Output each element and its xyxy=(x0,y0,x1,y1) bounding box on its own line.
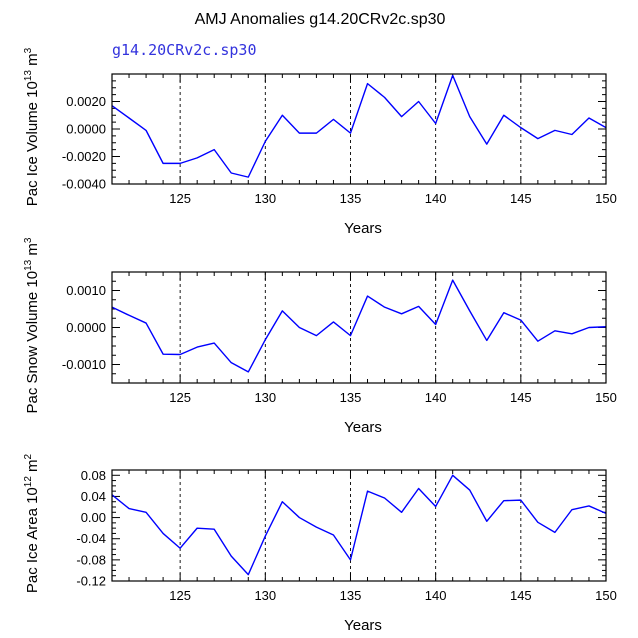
x-tick-label: 140 xyxy=(425,390,447,405)
chart-panel-3: 125 130 135 140 145 150 -0.12 -0.08 -0.04 0.00 0.0… xyxy=(23,453,617,634)
y-axis-title-text: Pac Snow Volume 10 xyxy=(24,271,41,414)
y-axis-title: Pac Ice Area 1012 m2 xyxy=(23,453,41,593)
figure-subtitle: g14.20CRv2c.sp30 xyxy=(112,41,257,59)
x-tick-label: 135 xyxy=(340,191,362,206)
x-tick-label: 130 xyxy=(254,588,276,603)
y-tick-label: 0.00 xyxy=(81,510,106,525)
y-tick-label: 0.0020 xyxy=(66,94,106,109)
y-axis-title-text: m xyxy=(24,243,41,260)
y-tick-label: 0.0000 xyxy=(66,122,106,137)
x-tick-label: 125 xyxy=(169,191,191,206)
chart-panel-2: 125 130 135 140 145 150 -0.0010 0.0000 0.0010 Yea… xyxy=(23,237,617,436)
y-axis-title-exponent: 13 xyxy=(23,70,34,82)
y-tick-label: -0.12 xyxy=(76,574,106,589)
y-tick-label: 0.08 xyxy=(81,468,106,483)
x-tick-label: 130 xyxy=(254,390,276,405)
y-axis-title-exponent: 3 xyxy=(23,237,34,243)
series-line xyxy=(111,74,607,178)
x-tick-label: 125 xyxy=(169,588,191,603)
x-tick-label: 140 xyxy=(425,588,447,603)
y-axis-title: Pac Snow Volume 1013 m3 xyxy=(23,237,41,413)
y-axis-title-text: m xyxy=(24,459,41,476)
x-tick-label: 150 xyxy=(595,191,617,206)
y-axis-title-exponent: 12 xyxy=(23,476,34,488)
figure-title: AMJ Anomalies g14.20CRv2c.sp30 xyxy=(195,11,446,28)
y-tick-label: 0.04 xyxy=(81,489,106,504)
x-tick-label: 145 xyxy=(510,191,532,206)
x-tick-label: 145 xyxy=(510,588,532,603)
x-tick-label: 125 xyxy=(169,390,191,405)
x-tick-label: 135 xyxy=(340,588,362,603)
plot-frame xyxy=(111,271,607,384)
y-tick-label: 0.0010 xyxy=(66,283,106,298)
x-axis-title: Years xyxy=(344,617,382,634)
y-axis-title-exponent: 13 xyxy=(23,259,34,271)
plot-frame xyxy=(111,469,607,582)
plot-frame xyxy=(111,73,607,185)
x-tick-label: 150 xyxy=(595,390,617,405)
y-axis-title-text: m xyxy=(24,53,41,70)
panels-group: 125 130 135 140 145 150 -0.0040 -0.0020 0.0000 0.… xyxy=(23,47,617,634)
y-axis-title-exponent: 3 xyxy=(23,47,34,53)
y-axis-title-text: Pac Ice Area 10 xyxy=(24,487,41,593)
y-tick-label: 0.0000 xyxy=(66,320,106,335)
y-axis-title-exponent: 2 xyxy=(23,453,34,459)
y-tick-label: -0.0020 xyxy=(62,149,106,164)
series-line xyxy=(111,474,607,576)
y-tick-label: -0.04 xyxy=(76,531,106,546)
x-tick-label: 145 xyxy=(510,390,532,405)
x-axis-title: Years xyxy=(344,419,382,436)
y-tick-label: -0.0040 xyxy=(62,177,106,192)
x-tick-label: 135 xyxy=(340,390,362,405)
y-tick-label: -0.0010 xyxy=(62,357,106,372)
y-axis-title: Pac Ice Volume 1013 m3 xyxy=(23,47,41,206)
y-tick-label: -0.08 xyxy=(76,552,106,567)
y-axis-title-text: Pac Ice Volume 10 xyxy=(24,81,41,206)
chart-panel-1: 125 130 135 140 145 150 -0.0040 -0.0020 0.0000 0.… xyxy=(23,47,617,237)
series-line xyxy=(111,279,607,373)
x-axis-title: Years xyxy=(344,220,382,237)
x-tick-label: 140 xyxy=(425,191,447,206)
x-tick-label: 130 xyxy=(254,191,276,206)
x-tick-label: 150 xyxy=(595,588,617,603)
